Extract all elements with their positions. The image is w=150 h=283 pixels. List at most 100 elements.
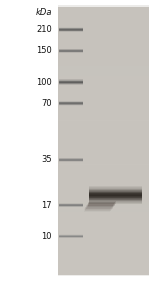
- Bar: [89, 193, 142, 194]
- Bar: [83, 209, 110, 213]
- Bar: [58, 202, 148, 205]
- Bar: [59, 236, 83, 237]
- Bar: [58, 110, 148, 114]
- Bar: [58, 252, 148, 256]
- Bar: [58, 73, 148, 76]
- Bar: [58, 138, 148, 141]
- Text: 17: 17: [41, 201, 52, 210]
- Bar: [89, 190, 142, 191]
- Bar: [58, 232, 148, 235]
- Text: 35: 35: [41, 155, 52, 164]
- Bar: [87, 204, 113, 207]
- Bar: [59, 158, 83, 159]
- Bar: [59, 29, 83, 30]
- Bar: [59, 237, 83, 238]
- Bar: [89, 194, 142, 195]
- Bar: [89, 188, 142, 189]
- Bar: [59, 159, 83, 160]
- Bar: [59, 50, 83, 51]
- Bar: [58, 59, 148, 63]
- Bar: [59, 206, 83, 207]
- Bar: [58, 266, 148, 269]
- Bar: [58, 269, 148, 273]
- Bar: [58, 53, 148, 56]
- Bar: [58, 209, 148, 212]
- Bar: [58, 19, 148, 22]
- Text: 150: 150: [36, 46, 52, 55]
- Bar: [58, 9, 148, 12]
- Bar: [58, 83, 148, 87]
- Bar: [59, 205, 83, 206]
- Bar: [89, 189, 142, 190]
- Bar: [85, 207, 111, 211]
- Bar: [58, 226, 148, 229]
- Bar: [58, 236, 148, 239]
- Bar: [59, 80, 83, 81]
- Bar: [58, 195, 148, 198]
- Bar: [58, 168, 148, 171]
- Bar: [58, 87, 148, 90]
- Bar: [58, 161, 148, 164]
- Bar: [58, 50, 148, 53]
- Bar: [59, 27, 83, 28]
- Bar: [58, 215, 148, 219]
- Bar: [58, 36, 148, 39]
- Bar: [58, 175, 148, 178]
- Bar: [58, 263, 148, 266]
- Bar: [58, 66, 148, 70]
- Bar: [59, 80, 83, 81]
- Bar: [58, 249, 148, 252]
- Bar: [84, 209, 110, 212]
- Bar: [58, 154, 148, 158]
- Bar: [59, 160, 83, 161]
- Bar: [58, 192, 148, 195]
- Bar: [58, 43, 148, 46]
- Bar: [58, 127, 148, 131]
- Bar: [86, 205, 112, 209]
- Bar: [58, 63, 148, 66]
- Bar: [58, 16, 148, 19]
- Bar: [58, 104, 148, 107]
- Bar: [58, 198, 148, 202]
- Bar: [59, 51, 83, 52]
- Bar: [58, 46, 148, 49]
- Text: 210: 210: [36, 25, 52, 34]
- Bar: [58, 141, 148, 144]
- Bar: [58, 117, 148, 121]
- Bar: [89, 201, 142, 202]
- Bar: [58, 121, 148, 124]
- Bar: [59, 81, 83, 82]
- Bar: [59, 235, 83, 236]
- Bar: [59, 104, 83, 105]
- Bar: [58, 39, 148, 43]
- Bar: [58, 205, 148, 209]
- Bar: [58, 26, 148, 29]
- Bar: [59, 83, 83, 84]
- Bar: [89, 203, 142, 204]
- Bar: [89, 187, 142, 188]
- Bar: [59, 204, 83, 205]
- Bar: [58, 100, 148, 104]
- Bar: [58, 33, 148, 36]
- Text: 100: 100: [36, 78, 52, 87]
- Text: kDa: kDa: [35, 8, 52, 17]
- Bar: [58, 273, 148, 276]
- Bar: [59, 105, 83, 106]
- Bar: [88, 202, 115, 206]
- Bar: [89, 200, 142, 201]
- Bar: [59, 234, 83, 235]
- Bar: [89, 201, 116, 204]
- Text: 10: 10: [41, 232, 52, 241]
- Bar: [89, 195, 142, 196]
- Bar: [58, 76, 148, 80]
- Bar: [89, 197, 142, 198]
- Bar: [58, 12, 148, 16]
- Bar: [58, 185, 148, 188]
- Bar: [58, 93, 148, 97]
- Bar: [58, 239, 148, 242]
- Bar: [58, 80, 148, 83]
- Bar: [58, 29, 148, 33]
- Bar: [58, 219, 148, 222]
- Bar: [89, 199, 142, 200]
- Bar: [89, 186, 142, 187]
